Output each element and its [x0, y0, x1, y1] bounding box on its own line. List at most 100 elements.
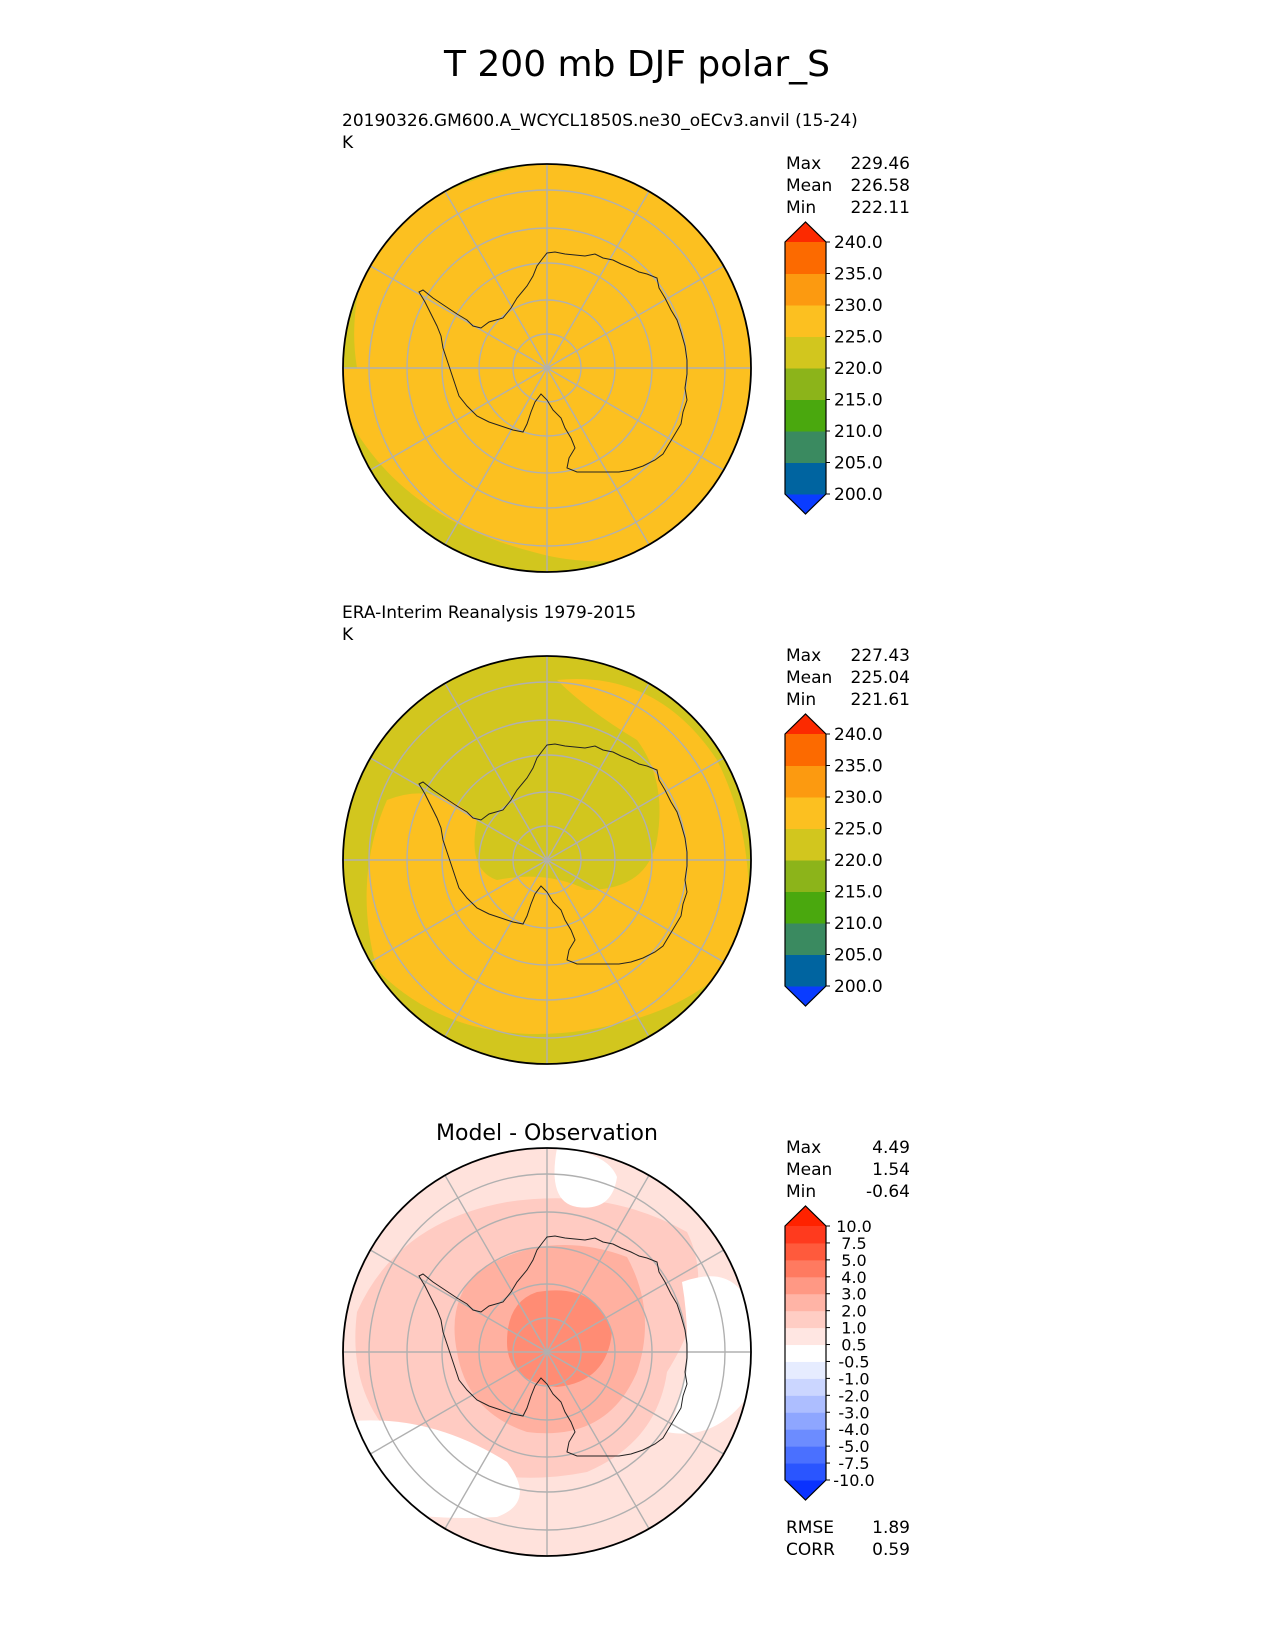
colorbar-tick-label: 230.0: [834, 296, 883, 316]
colorbar-bin: [785, 1361, 826, 1379]
field-contour-warm: [366, 679, 749, 1034]
polar-map: [343, 656, 751, 1064]
colorbar-bin: [785, 1310, 826, 1329]
longitude-gridline: [369, 1249, 548, 1353]
colorbar-tick-label: 5.0: [841, 1251, 866, 1270]
colorbar-bin: [785, 1463, 826, 1481]
colorbar-tick-label: 230.0: [834, 788, 883, 808]
colorbar-bin: [785, 860, 826, 892]
colorbar-bin: [785, 1276, 826, 1295]
colorbar-tick-label: 215.0: [834, 883, 883, 903]
longitude-gridline: [546, 1351, 650, 1530]
panel-title: ERA-Interim Reanalysis 1979-2015: [342, 603, 636, 623]
colorbar-tick-label: 200.0: [834, 977, 883, 997]
colorbar-bin: [785, 1327, 826, 1346]
map-boundary: [342, 1147, 752, 1557]
colorbar-bin: [785, 336, 826, 369]
colorbar-bin: [785, 273, 826, 306]
colorbar-tick-label: 235.0: [834, 265, 883, 285]
colorbar-bin: [785, 305, 826, 337]
longitude-gridline: [546, 367, 725, 471]
colorbar-tick-label: 3.0: [841, 1285, 866, 1304]
colorbar-bin: [785, 1259, 826, 1278]
colorbar-tick-label: -7.5: [838, 1454, 869, 1473]
colorbar-tick-label: 1.0: [841, 1319, 866, 1338]
colorbar-tick-label: 200.0: [834, 485, 883, 505]
colorbar-tick-label: 235.0: [834, 757, 883, 777]
stat-value: 0.59: [872, 1540, 910, 1560]
stat-value: 222.11: [851, 198, 910, 218]
panel-title: Model - Observation: [436, 1121, 658, 1146]
colorbar: 200.0 205.0 210.0 215.0 220.0 225.0 230.0 235.0…: [784, 713, 883, 1007]
longitude-gridline: [369, 757, 548, 861]
colorbar: 200.0 205.0 210.0 215.0 220.0 225.0 230.0 235.0…: [784, 221, 883, 515]
colorbar-tick-label: -4.0: [838, 1420, 869, 1439]
stat-label: Max: [786, 646, 821, 666]
colorbar-bin: [785, 431, 826, 463]
colorbar-bin: [785, 1378, 826, 1396]
longitude-gridline: [546, 1249, 725, 1353]
stat-value: 225.04: [851, 668, 910, 688]
longitude-gridline: [369, 1351, 548, 1455]
map-boundary: [342, 655, 752, 1065]
stat-label: Min: [786, 1182, 816, 1202]
stat-label: CORR: [786, 1540, 835, 1560]
stat-value: 1.54: [872, 1160, 910, 1180]
stat-value: 227.43: [851, 646, 910, 666]
longitude-gridline: [546, 859, 725, 963]
colorbar-bin: [785, 1412, 826, 1430]
colorbar-tick-label: 225.0: [834, 820, 883, 840]
colorbar-bin: [785, 1344, 826, 1362]
stat-value: 4.49: [872, 1138, 910, 1158]
longitude-gridline: [546, 859, 650, 1038]
colorbar-bin: [785, 1293, 826, 1312]
colorbar-tick-label: 210.0: [834, 422, 883, 442]
colorbar-extend-max: [785, 222, 826, 242]
colorbar-tick-label: -3.0: [838, 1403, 869, 1422]
stat-value: 1.89: [872, 1518, 910, 1538]
stat-label: Max: [786, 154, 821, 174]
panel-title: 20190326.GM600.A_WCYCL1850S.ne30_oECv3.a…: [342, 111, 858, 131]
colorbar-bin: [785, 797, 826, 829]
polar-map: [343, 1148, 751, 1556]
longitude-gridline: [444, 682, 548, 861]
polar-map: [343, 164, 751, 572]
stat-label: Mean: [786, 668, 832, 688]
colorbar-tick-label: 2.0: [841, 1302, 866, 1321]
colorbar-bin: [785, 1446, 826, 1464]
stat-value: 229.46: [851, 154, 910, 174]
colorbar-tick-label: 205.0: [834, 454, 883, 474]
colorbar-tick-label: 220.0: [834, 851, 883, 871]
colorbar-tick-label: -0.5: [838, 1352, 869, 1371]
figure-title: T 200 mb DJF polar_S: [443, 44, 830, 85]
colorbar-bin: [785, 399, 826, 432]
stat-value: 226.58: [851, 176, 910, 196]
colorbar-tick-label: -1.0: [838, 1369, 869, 1388]
longitude-gridline: [444, 1174, 548, 1353]
colorbar-extend-min: [785, 986, 826, 1006]
stat-label: Mean: [786, 176, 832, 196]
stat-label: Mean: [786, 1160, 832, 1180]
colorbar-tick-label: 220.0: [834, 359, 883, 379]
field-contour-low: [343, 408, 751, 572]
longitude-gridline: [546, 1174, 650, 1353]
longitude-gridline: [546, 682, 650, 861]
panel-units: K: [342, 133, 354, 153]
map-boundary: [342, 163, 752, 573]
colorbar-bin: [785, 954, 826, 987]
panel-units: K: [342, 625, 354, 645]
colorbar-bin: [785, 891, 826, 924]
colorbar-bin: [785, 1395, 826, 1413]
colorbar-bin: [785, 734, 826, 766]
colorbar-extend-max: [785, 1206, 826, 1226]
longitude-gridline: [369, 367, 548, 471]
colorbar-tick-label: 0.5: [841, 1336, 866, 1355]
stat-value: -0.64: [866, 1182, 910, 1202]
colorbar-tick-label: 225.0: [834, 328, 883, 348]
stat-label: RMSE: [786, 1518, 834, 1538]
colorbar-tick-label: -10.0: [833, 1471, 874, 1490]
colorbar-tick-label: -2.0: [838, 1386, 869, 1405]
colorbar: -10.0-7.5-5.0-4.0-3.0-2.0-1.0-0.50.51.02…: [784, 1205, 875, 1501]
colorbar-bin: [785, 765, 826, 798]
